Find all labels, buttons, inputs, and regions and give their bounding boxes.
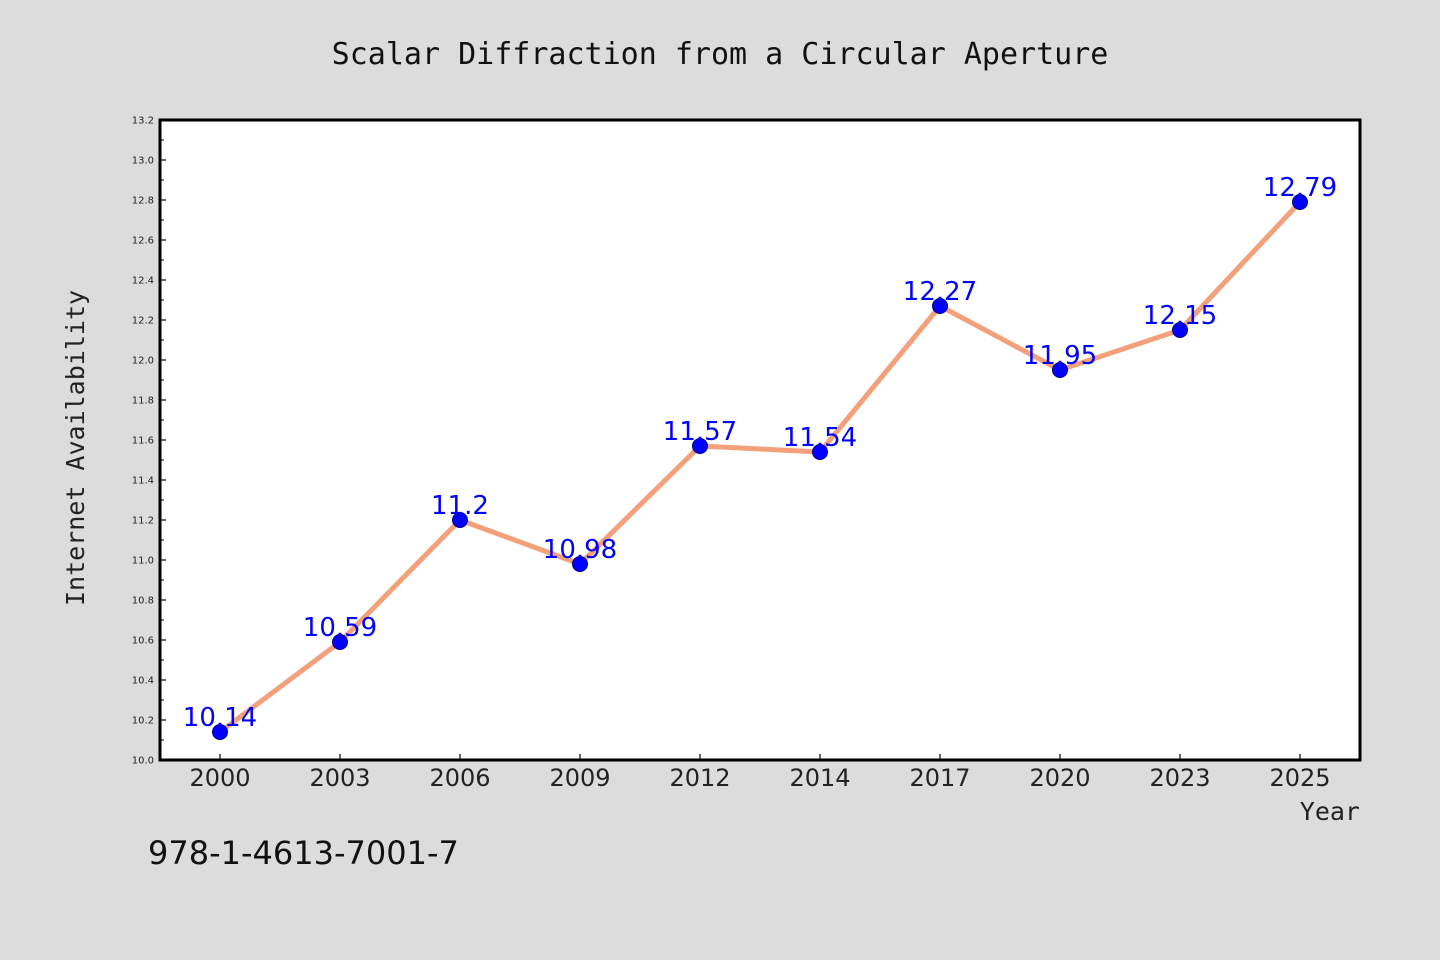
- data-point-marker: [932, 298, 948, 314]
- series-group: [212, 194, 1308, 740]
- y-axis: 10.0 10.2 10.4 10.6 10.8 11.0 11.2 11.4 11.6 11.8…: [132, 116, 166, 767]
- x-tick-label: 2003: [309, 764, 370, 792]
- data-label: 10.14: [183, 703, 257, 733]
- y-tick-label: 13.0: [132, 156, 154, 167]
- x-tick-label: 2017: [909, 764, 970, 792]
- x-tick-label: 2006: [429, 764, 490, 792]
- isbn-text: 978-1-4613-7001-7: [148, 834, 459, 872]
- y-tick-label: 10.4: [132, 676, 154, 687]
- x-tick-label: 2020: [1029, 764, 1090, 792]
- data-labels: 10.14 10.59 11.2 10.98 11.57 11.54 12.27 11.95 1…: [183, 173, 1337, 733]
- data-point-marker: [1052, 362, 1068, 378]
- x-tick-label: 2009: [549, 764, 610, 792]
- data-point-marker: [572, 556, 588, 572]
- data-point-marker: [692, 438, 708, 454]
- data-label: 12.79: [1263, 173, 1337, 203]
- data-label: 10.98: [543, 535, 617, 565]
- y-tick-label: 12.6: [132, 236, 154, 247]
- data-point-marker: [212, 724, 228, 740]
- data-point-marker: [452, 512, 468, 528]
- y-tick-label: 10.8: [132, 596, 154, 607]
- data-label: 12.15: [1143, 301, 1217, 331]
- y-axis-title: Internet Availability: [61, 290, 90, 606]
- plot-area: [158, 118, 1362, 762]
- y-tick-label: 12.4: [132, 276, 154, 287]
- x-tick-label: 2025: [1269, 764, 1330, 792]
- y-tick-label: 11.8: [132, 396, 154, 407]
- y-tick-label: 10.2: [132, 716, 154, 727]
- x-axis: 2000 2003 2006 2009 2012 2014 2017 2020 2023 2025: [189, 754, 1331, 792]
- data-point-marker: [332, 634, 348, 650]
- data-label: 10.59: [303, 613, 377, 643]
- x-tick-label: 2014: [789, 764, 850, 792]
- data-point-marker: [1172, 322, 1188, 338]
- series-line: [217, 199, 1303, 735]
- y-tick-label: 12.0: [132, 356, 154, 367]
- y-tick-label: 11.6: [132, 436, 154, 447]
- data-label: 11.57: [663, 417, 737, 447]
- data-point-marker: [812, 444, 828, 460]
- y-tick-label: 12.8: [132, 196, 154, 207]
- x-tick-label: 2012: [669, 764, 730, 792]
- data-label: 11.54: [783, 423, 857, 453]
- y-tick-label: 11.4: [132, 476, 154, 487]
- x-axis-title: Year: [1300, 797, 1360, 826]
- data-point-marker: [1292, 194, 1308, 210]
- data-label: 12.27: [903, 277, 977, 307]
- y-tick-label: 12.2: [132, 316, 154, 327]
- y-tick-label: 10.6: [132, 636, 154, 647]
- x-tick-label: 2023: [1149, 764, 1210, 792]
- data-label: 11.95: [1023, 341, 1097, 371]
- y-tick-label: 11.2: [132, 516, 154, 527]
- x-tick-label: 2000: [189, 764, 250, 792]
- y-tick-label: 11.0: [132, 556, 154, 567]
- y-tick-label: 13.2: [132, 116, 154, 127]
- chart-title: Scalar Diffraction from a Circular Apert…: [332, 37, 1109, 72]
- y-tick-label: 10.0: [132, 756, 154, 767]
- data-label: 11.2: [431, 491, 489, 521]
